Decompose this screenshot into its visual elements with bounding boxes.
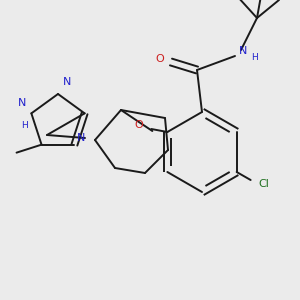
Text: O: O <box>135 120 143 130</box>
Text: Cl: Cl <box>259 179 269 189</box>
Text: O: O <box>155 54 164 64</box>
Text: N: N <box>239 46 248 56</box>
Text: N: N <box>63 77 71 87</box>
Text: N: N <box>76 133 85 143</box>
Text: H: H <box>251 53 258 62</box>
Text: N: N <box>18 98 26 108</box>
Text: H: H <box>22 121 28 130</box>
